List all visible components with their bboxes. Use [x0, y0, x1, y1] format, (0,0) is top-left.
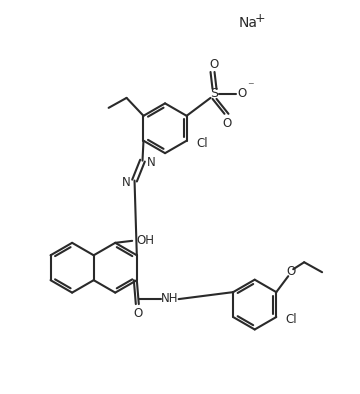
Text: O: O: [287, 265, 296, 278]
Text: O: O: [238, 87, 247, 100]
Text: N: N: [122, 176, 131, 189]
Text: Cl: Cl: [285, 312, 297, 325]
Text: O: O: [133, 307, 143, 320]
Text: +: +: [255, 12, 265, 25]
Text: O: O: [223, 117, 232, 130]
Text: S: S: [211, 87, 219, 100]
Text: N: N: [147, 156, 156, 169]
Text: OH: OH: [136, 234, 154, 247]
Text: ⁻: ⁻: [247, 80, 254, 93]
Text: O: O: [209, 58, 218, 71]
Text: Cl: Cl: [197, 137, 208, 150]
Text: NH: NH: [161, 292, 179, 305]
Text: Na: Na: [238, 16, 257, 30]
